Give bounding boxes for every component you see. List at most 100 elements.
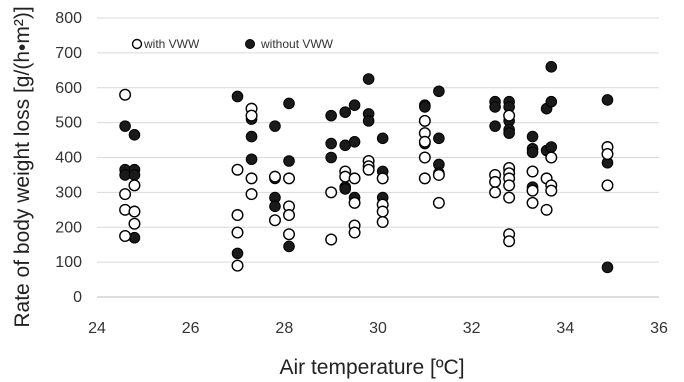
point-without-vww <box>128 129 141 141</box>
point-without-vww <box>325 109 337 122</box>
x-axis-title: Air temperature [ºC] <box>279 356 464 379</box>
point-without-vww <box>283 155 295 167</box>
point-without-vww <box>433 85 445 98</box>
point-with-vww <box>119 229 132 242</box>
point-without-vww <box>376 132 389 145</box>
point-without-vww <box>362 73 375 85</box>
point-without-vww <box>526 130 539 143</box>
point-without-vww <box>339 106 352 118</box>
point-without-vww <box>283 240 295 253</box>
point-without-vww <box>419 101 431 113</box>
point-without-vww <box>325 151 337 164</box>
legend-marker-with-vww <box>131 38 143 50</box>
point-with-vww <box>245 188 258 201</box>
point-without-vww <box>325 137 337 150</box>
y-tick-label: 600 <box>55 80 82 97</box>
point-with-vww <box>432 168 445 181</box>
point-with-vww <box>119 88 132 101</box>
point-with-vww <box>601 148 614 161</box>
point-with-vww <box>268 170 281 183</box>
point-without-vww <box>489 101 501 113</box>
point-without-vww <box>545 61 558 73</box>
point-without-vww <box>601 94 614 106</box>
point-without-vww <box>245 153 258 166</box>
point-with-vww <box>503 179 516 192</box>
y-tick-label: 0 <box>73 289 82 306</box>
point-with-vww <box>418 151 431 164</box>
x-tick-label: 30 <box>369 320 387 337</box>
point-with-vww <box>601 179 614 192</box>
point-with-vww <box>268 214 281 227</box>
point-with-vww <box>540 203 553 216</box>
point-without-vww <box>348 136 361 148</box>
point-with-vww <box>325 233 338 246</box>
point-with-vww <box>503 109 516 122</box>
point-without-vww <box>128 169 141 181</box>
legend: with VWW without VWW <box>131 37 334 51</box>
point-with-vww <box>418 135 431 148</box>
x-tick-label: 34 <box>556 320 574 337</box>
point-with-vww <box>231 259 244 272</box>
point-with-vww <box>283 228 296 241</box>
point-with-vww <box>362 163 375 176</box>
point-without-vww <box>545 141 558 153</box>
point-without-vww <box>433 132 445 145</box>
point-with-vww <box>376 205 389 218</box>
point-with-vww <box>526 184 539 197</box>
point-with-vww <box>283 172 296 185</box>
point-without-vww <box>245 130 258 143</box>
y-tick-label: 700 <box>55 45 82 62</box>
point-without-vww <box>348 99 361 111</box>
point-with-vww <box>489 186 502 199</box>
y-tick-label: 100 <box>55 254 82 271</box>
point-without-vww <box>526 146 539 159</box>
y-tick-label: 400 <box>55 150 82 167</box>
x-tick-label: 36 <box>650 320 668 337</box>
point-with-vww <box>526 196 539 209</box>
legend-label-with-vww: with VWW <box>143 37 200 51</box>
point-without-vww <box>269 200 281 213</box>
point-with-vww <box>128 179 141 192</box>
point-with-vww <box>376 216 389 229</box>
point-with-vww <box>119 188 132 201</box>
x-tick-labels: 24 26 28 30 32 34 36 <box>88 320 668 337</box>
point-without-vww <box>231 247 244 260</box>
x-tick-label: 32 <box>463 320 481 337</box>
legend-marker-without-vww <box>245 39 255 49</box>
point-with-vww <box>376 172 389 185</box>
point-with-vww <box>418 172 431 185</box>
gridlines <box>97 17 659 263</box>
x-tick-label: 28 <box>275 320 293 337</box>
x-tick-label: 24 <box>88 320 106 337</box>
point-without-vww <box>283 97 295 110</box>
point-with-vww <box>348 196 361 209</box>
y-axis-title: Rate of body weight loss [g/(h•m²)] <box>11 6 34 327</box>
point-with-vww <box>245 172 258 185</box>
point-with-vww <box>128 217 141 230</box>
point-with-vww <box>526 165 539 178</box>
point-with-vww <box>245 109 258 122</box>
point-with-vww <box>325 186 338 199</box>
point-without-vww <box>231 90 244 103</box>
y-tick-label: 300 <box>55 184 82 201</box>
point-without-vww <box>601 261 614 274</box>
y-tick-label: 200 <box>55 219 82 236</box>
point-with-vww <box>503 191 516 204</box>
point-with-vww <box>128 205 141 218</box>
point-with-vww <box>283 209 296 222</box>
point-with-vww <box>432 196 445 209</box>
point-without-vww <box>503 127 515 139</box>
point-with-vww <box>348 226 361 239</box>
point-with-vww <box>545 151 558 164</box>
point-without-vww <box>269 120 281 132</box>
point-with-vww <box>545 184 558 197</box>
point-with-vww <box>489 175 502 188</box>
point-with-vww <box>348 172 361 185</box>
legend-label-without-vww: without VWW <box>260 37 334 51</box>
point-without-vww <box>545 95 558 108</box>
point-without-vww <box>362 115 375 127</box>
x-tick-label: 26 <box>182 320 200 337</box>
point-with-vww <box>231 226 244 239</box>
point-without-vww <box>489 120 501 132</box>
